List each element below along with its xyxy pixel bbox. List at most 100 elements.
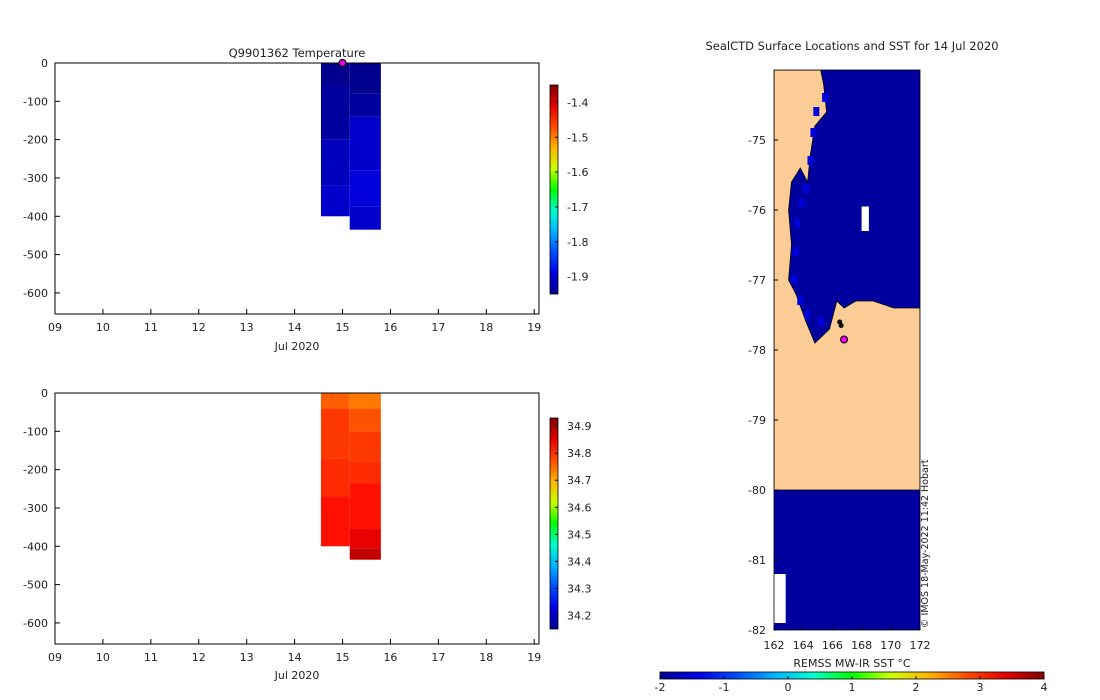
map-warm-pixels: [791, 93, 829, 326]
surface-marker: [338, 58, 347, 68]
y-tick-label: -81: [748, 554, 766, 567]
coastal-pixel: [813, 107, 820, 116]
salinity-colorbar: [549, 417, 559, 630]
salinity-cells: [320, 393, 381, 560]
x-tick-label: 19: [527, 321, 541, 334]
colorbar-tick-label: 34.9: [567, 420, 592, 433]
temperature-title: Q9901362 Temperature: [229, 46, 366, 60]
y-tick-label: -77: [748, 274, 766, 287]
y-tick-label: -300: [23, 172, 48, 185]
x-tick-label: 09: [48, 321, 62, 334]
sst-map-panel: SealCTD Surface Locations and SST for 14…: [655, 39, 1048, 694]
land-polygon: [774, 70, 920, 491]
y-tick-label: -200: [23, 134, 48, 147]
profile-cell: [349, 63, 381, 94]
x-tick-label: 17: [431, 651, 445, 664]
copyright-text: © IMOS 18-May-2022 11:42 Hobart: [920, 459, 931, 628]
profile-cell: [320, 139, 350, 186]
ctd-location: [837, 319, 843, 325]
y-tick-label: -600: [23, 617, 48, 630]
temperature-panel: Q9901362 Temperature 09 10 11 12 13 14 15 16 17 1…: [23, 46, 588, 353]
coastal-pixel: [817, 317, 824, 326]
y-tick-label: -600: [23, 287, 48, 300]
profile-cell: [349, 393, 381, 409]
y-tick-label: -100: [23, 95, 48, 108]
colorbar-tick-label: 34.2: [567, 609, 592, 622]
x-tick-label: 19: [527, 651, 541, 664]
colorbar-tick-label: 1: [849, 681, 856, 694]
y-tick-label: -200: [23, 464, 48, 477]
ctd-location: [840, 335, 849, 344]
y-tick-label: -400: [23, 540, 48, 553]
map-land: [774, 70, 920, 491]
colorbar-tick-label: 34.3: [567, 582, 592, 595]
salinity-panel: 09 10 11 12 13 14 15 16 17 18 19 0 -100 -200 -300 -400…: [23, 387, 591, 682]
coastal-pixel: [797, 296, 804, 305]
colorbar-tick-label: -1.9: [567, 271, 588, 284]
map-x-ticks: 162 164 166 168 170 172: [764, 626, 931, 652]
temperature-cells: [320, 63, 381, 230]
x-tick-label: 10: [96, 651, 110, 664]
colorbar-tick-label: 34.5: [567, 528, 592, 541]
x-tick-label: 14: [288, 651, 302, 664]
profile-cell: [349, 548, 381, 560]
profile-cell: [320, 63, 350, 86]
y-tick-label: -75: [748, 134, 766, 147]
colorbar-tick-label: -1.8: [567, 236, 588, 249]
temperature-colorbar: [549, 84, 559, 295]
temperature-y-ticks: 0 -100 -200 -300 -400 -500 -600: [23, 57, 60, 300]
y-tick-label: -80: [748, 484, 766, 497]
coastal-pixel: [807, 156, 814, 165]
salinity-y-ticks: 0 -100 -200 -300 -400 -500 -600: [23, 387, 60, 630]
y-tick-label: -400: [23, 210, 48, 223]
colorbar-tick-label: -1.6: [567, 166, 588, 179]
map-y-ticks: -75 -76 -77 -78 -79 -80 -81 -82: [748, 134, 778, 637]
y-tick-label: -100: [23, 425, 48, 438]
x-tick-label: 168: [851, 639, 872, 652]
coastal-pixel: [798, 198, 805, 207]
colorbar-tick-label: -1.5: [567, 131, 588, 144]
x-tick-label: 15: [336, 651, 350, 664]
colorbar-tick-label: 3: [977, 681, 984, 694]
map-title: SealCTD Surface Locations and SST for 14…: [705, 39, 998, 53]
y-tick-label: -500: [23, 249, 48, 262]
y-tick-label: -500: [23, 579, 48, 592]
x-tick-label: 14: [288, 321, 302, 334]
x-tick-label: 16: [383, 651, 397, 664]
salinity-xlabel: Jul 2020: [274, 669, 320, 682]
coastal-pixel: [822, 93, 829, 102]
x-tick-label: 18: [479, 321, 493, 334]
x-tick-label: 15: [336, 321, 350, 334]
x-tick-label: 09: [48, 651, 62, 664]
colorbar-tick-label: 34.4: [567, 555, 592, 568]
map-missing-data: [774, 206, 869, 623]
x-tick-label: 13: [240, 651, 254, 664]
temperature-axes: [54, 62, 540, 315]
colorbar-tick-label: 34.8: [567, 447, 592, 460]
sst-colorbar-ticks: -2 -1 0 1 2 3 4: [655, 676, 1048, 694]
coastal-pixel: [804, 310, 811, 319]
colorbar-tick-label: -2: [655, 681, 666, 694]
profile-cell: [349, 93, 381, 117]
y-tick-label: -300: [23, 502, 48, 515]
x-tick-label: 12: [192, 651, 206, 664]
y-tick-label: -79: [748, 414, 766, 427]
temperature-marker: [338, 58, 347, 68]
coastal-pixel: [794, 219, 801, 228]
x-tick-label: 11: [144, 321, 158, 334]
profile-cell: [320, 458, 350, 497]
profile-cell: [320, 496, 350, 547]
colorbar-tick-label: 0: [785, 681, 792, 694]
missing-data-patch: [774, 574, 786, 623]
profile-cell: [320, 393, 350, 409]
colorbar-tick-label: 34.7: [567, 474, 592, 487]
x-tick-label: 164: [793, 639, 814, 652]
y-tick-label: -82: [748, 624, 766, 637]
x-tick-label: 11: [144, 651, 158, 664]
coastal-pixel: [810, 128, 817, 137]
profile-cell: [320, 85, 350, 140]
map-points: [837, 319, 849, 344]
missing-data-patch: [861, 206, 869, 231]
x-tick-label: 170: [880, 639, 901, 652]
